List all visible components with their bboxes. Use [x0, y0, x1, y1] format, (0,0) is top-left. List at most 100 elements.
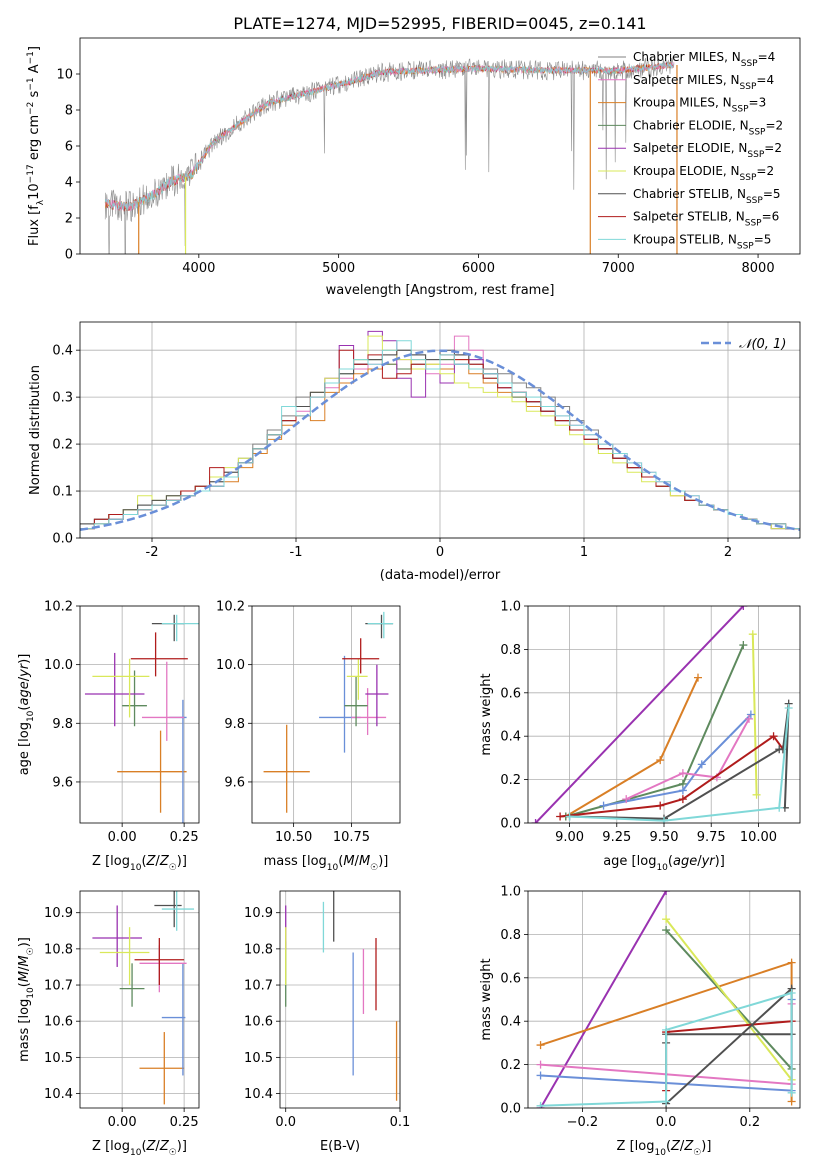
legend-entry: Salpeter MILES, NSSP=4 — [633, 73, 774, 92]
weight-marker — [622, 795, 631, 804]
axes-frame — [79, 37, 801, 255]
weight-marker — [746, 710, 755, 719]
axes-frame — [79, 890, 200, 1109]
y-tick-label: 0.0 — [500, 1102, 521, 1117]
x-tick-label: −0.2 — [567, 1115, 599, 1130]
legend-entry: Chabrier MILES, NSSP=4 — [633, 50, 775, 69]
y-tick-label: 10.0 — [216, 658, 245, 673]
y-axis-label: Flux [fλ10−17 erg cm−2 s−1 A−1] — [26, 46, 46, 246]
y-tick-label: 0.1 — [52, 485, 73, 500]
y-axis-label-text: mass weight — [479, 673, 494, 755]
x-tick-label: -2 — [146, 545, 159, 560]
x-tick-label: 10.50 — [275, 830, 312, 845]
weight-marker — [787, 958, 796, 967]
y-tick-label: 0.2 — [500, 773, 521, 788]
y-tick-label: 10 — [56, 68, 73, 83]
panel-mass-metallicity: 0.00 0.25 10.4 10.5 10.6 10.7 10.8 10.9 Z [log10… — [17, 890, 200, 1158]
spectrum-line-salpeter_miles — [104, 62, 675, 212]
y-tick-label: 10.6 — [44, 1015, 73, 1030]
x-tick-label: 1 — [580, 545, 588, 560]
weight-marker — [769, 732, 778, 741]
y-tick-label: 1.0 — [500, 885, 521, 900]
y-tick-label: 2 — [65, 212, 73, 227]
y-tick-label: 4 — [65, 176, 73, 191]
weight-marker — [536, 1071, 545, 1080]
x-axis-label: (data-model)/error — [380, 568, 501, 583]
weight-marker — [787, 1088, 796, 1097]
y-tick-label: 10.9 — [44, 906, 73, 921]
y-tick-label: 0.4 — [52, 344, 73, 359]
y-tick-label: 0.3 — [52, 391, 73, 406]
x-axis-label: Z [log10(Z/Z☉)] — [617, 1139, 712, 1158]
weight-marker — [748, 630, 757, 639]
y-tick-label: 10.4 — [44, 1087, 73, 1102]
y-tick-label: 10.2 — [216, 600, 245, 615]
weight-marker — [662, 1097, 671, 1106]
axes-frame — [527, 890, 801, 1109]
weight-series — [569, 707, 790, 822]
x-tick-label: 0 — [436, 545, 444, 560]
weight-marker — [536, 1041, 545, 1050]
weight-marker — [531, 819, 540, 823]
weight-marker — [775, 803, 784, 812]
y-tick-label: 0.2 — [500, 1058, 521, 1073]
x-tick-label: 0.0 — [275, 1115, 296, 1130]
y-tick-label: 1.0 — [500, 600, 521, 615]
x-axis-label: Z [log10(Z/Z☉)] — [92, 854, 187, 873]
y-tick-label: 10.4 — [244, 1087, 273, 1102]
axes-frame — [79, 321, 801, 539]
y-tick-label: 0.6 — [500, 971, 521, 986]
x-axis-label: age [log10(age/yr)] — [603, 854, 725, 873]
weight-marker — [660, 816, 668, 823]
y-tick-label: 10.5 — [44, 1051, 73, 1066]
y-tick-label: 10.0 — [44, 658, 73, 673]
y-tick-label: 0.0 — [500, 817, 521, 832]
y-tick-label: 10.6 — [244, 1015, 273, 1030]
x-tick-label: 10.75 — [333, 830, 370, 845]
y-tick-label: 6 — [65, 140, 73, 155]
weight-marker — [678, 795, 687, 804]
weight-marker — [784, 703, 793, 712]
weight-marker — [787, 988, 796, 997]
y-tick-label: 0.8 — [500, 643, 521, 658]
x-tick-label: 9.75 — [697, 830, 726, 845]
x-axis-label: E(B-V) — [320, 1139, 360, 1154]
axes-frame — [79, 605, 200, 824]
x-tick-label: 5000 — [322, 261, 355, 276]
weight-series — [603, 713, 752, 807]
spectrum-line-kroupa_stelib — [104, 62, 675, 211]
x-tick-label: 9.00 — [555, 830, 584, 845]
panel-residuals: -2 -1 0 1 2 0.0 0.1 0.2 0.3 0.4 𝒩(0, 1) (data-model… — [28, 321, 801, 583]
y-tick-label: 9.6 — [52, 775, 73, 790]
x-tick-label: 0.25 — [170, 830, 199, 845]
y-tick-label: 0.2 — [52, 438, 73, 453]
figure-title: PLATE=1274, MJD=52995, FIBERID=0045, z=0… — [233, 14, 646, 33]
x-tick-label: 4000 — [182, 261, 215, 276]
weight-series — [665, 918, 793, 1081]
weight-series — [539, 891, 667, 1108]
weight-marker — [787, 1097, 796, 1106]
legend: Chabrier MILES, NSSP=4 Salpeter MILES, NS… — [598, 50, 783, 251]
plot-area-mass-weight-age — [531, 606, 793, 823]
plot-area-mass-weight-metallicity — [536, 891, 796, 1108]
spectrum-line-kroupa_miles — [104, 62, 675, 211]
y-tick-label: 9.6 — [224, 775, 245, 790]
y-axis-label-text: mass weight — [479, 958, 494, 1040]
y-tick-label: 0.4 — [500, 730, 521, 745]
x-tick-label: 2 — [724, 545, 732, 560]
y-axis-label: mass weight — [479, 673, 494, 755]
plot-area-age-mass — [263, 611, 394, 813]
legend: 𝒩(0, 1) — [701, 337, 786, 352]
weight-series — [534, 606, 745, 823]
spectrum-line-salpeter_stelib — [104, 61, 675, 212]
panel-age-mass: 10.50 10.75 9.6 9.8 10.0 10.2 mass [log10(M/M☉… — [216, 600, 401, 873]
axes-frame — [251, 605, 401, 824]
weight-series — [625, 718, 750, 801]
y-tick-label: 0.8 — [500, 928, 521, 943]
axes-frame — [527, 605, 801, 824]
x-tick-label: 0.00 — [108, 830, 137, 845]
x-axis-label: wavelength [Angstrom, rest frame] — [326, 283, 555, 298]
weight-marker — [662, 915, 671, 924]
panel-spectrum: 4000 5000 6000 7000 8000 0 2 4 6 8 10 Chabrier MILE… — [26, 37, 801, 298]
